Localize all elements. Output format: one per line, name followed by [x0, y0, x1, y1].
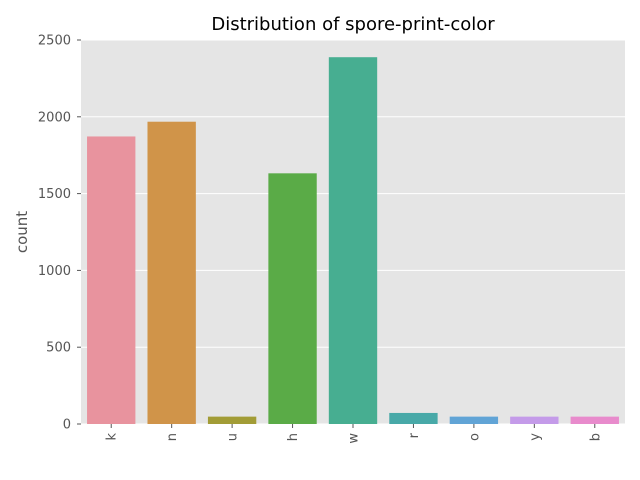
bar-y: [510, 416, 559, 424]
bar-h: [268, 173, 317, 424]
y-tick-label: 0: [63, 418, 71, 433]
y-tick-label: 1500: [38, 187, 71, 202]
y-tick-label: 500: [46, 341, 71, 356]
bar-w: [328, 57, 378, 425]
y-axis: 0 500 1000 1500 2000 2500: [38, 34, 81, 433]
y-tick-label: 2000: [38, 110, 71, 125]
bar-k: [87, 136, 136, 424]
y-axis-label: count: [13, 211, 31, 253]
x-tick-label: u: [226, 433, 241, 441]
bar-u: [207, 416, 257, 424]
chart-title: Distribution of spore-print-color: [211, 14, 495, 35]
bar-b: [570, 416, 619, 424]
x-tick-label: o: [467, 433, 482, 441]
bar-o: [449, 416, 499, 424]
x-tick-label: b: [588, 433, 603, 441]
x-tick-label: y: [528, 433, 543, 441]
bar-r: [389, 412, 438, 424]
bar-n: [147, 121, 196, 424]
x-tick-label: h: [286, 433, 301, 441]
y-tick-label: 2500: [38, 34, 71, 49]
y-tick-label: 1000: [38, 264, 71, 279]
x-tick-label: n: [165, 433, 180, 441]
bars: [87, 57, 619, 425]
x-tick-label: k: [105, 433, 120, 441]
x-tick-label: r: [407, 432, 422, 438]
x-tick-label: w: [347, 433, 362, 444]
